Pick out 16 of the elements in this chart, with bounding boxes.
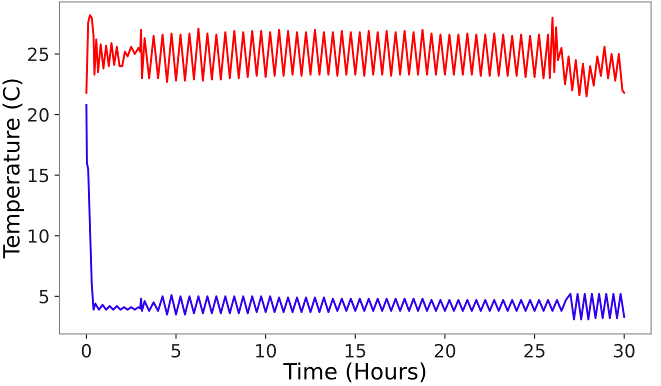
y-tick-label: 15 — [28, 168, 48, 182]
x-tick-label: 5 — [172, 344, 180, 358]
y-axis-title: Temperature (C) — [2, 79, 24, 258]
x-tick-label: 25 — [524, 344, 544, 358]
y-tick-label: 25 — [28, 47, 48, 62]
x-tick-label: 15 — [346, 344, 366, 358]
y-tick-label: 20 — [28, 108, 49, 122]
line-series — [85, 14, 626, 98]
x-tick-label: 20 — [434, 344, 456, 358]
y-tick-label: 5 — [40, 290, 48, 304]
x-axis-title: Time (Hours) — [283, 362, 426, 382]
y-tick-label: 10 — [28, 229, 49, 243]
x-tick-label: 10 — [256, 344, 276, 358]
line-series — [85, 104, 626, 320]
x-tick-label: 0 — [82, 344, 91, 358]
x-tick-label: 30 — [614, 344, 634, 358]
